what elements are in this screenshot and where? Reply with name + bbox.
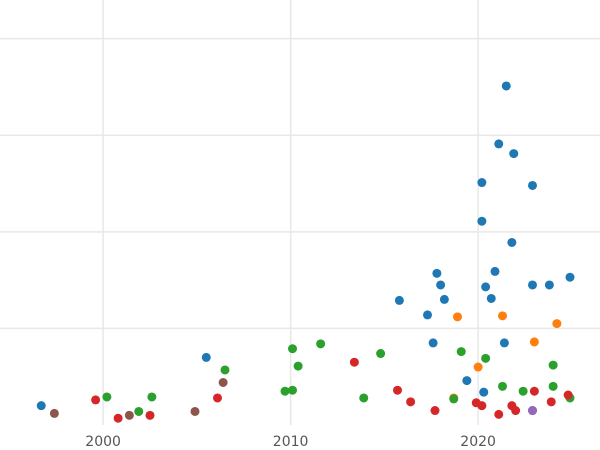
data-point bbox=[548, 360, 558, 370]
data-point bbox=[124, 410, 134, 420]
data-point bbox=[288, 344, 297, 354]
x-tick-label: 2010 bbox=[273, 434, 309, 450]
data-point bbox=[494, 409, 504, 419]
data-point bbox=[528, 280, 537, 290]
data-point bbox=[477, 216, 487, 226]
data-point bbox=[218, 378, 228, 387]
data-point bbox=[494, 139, 504, 149]
data-point bbox=[479, 387, 489, 397]
data-point bbox=[394, 295, 404, 305]
data-point bbox=[509, 149, 519, 159]
data-point bbox=[498, 381, 507, 391]
data-point bbox=[498, 311, 507, 321]
data-point bbox=[91, 395, 101, 405]
data-point bbox=[36, 401, 46, 411]
data-point bbox=[511, 406, 521, 416]
data-point bbox=[393, 385, 402, 395]
data-point bbox=[406, 397, 416, 407]
data-point bbox=[280, 386, 290, 396]
data-point bbox=[102, 392, 112, 402]
x-tick-label: 2000 bbox=[85, 434, 121, 450]
data-point bbox=[145, 410, 155, 420]
x-tick-label: 2020 bbox=[460, 434, 496, 450]
data-point bbox=[220, 365, 230, 375]
gridlines bbox=[0, 0, 600, 425]
data-point bbox=[477, 178, 487, 188]
data-point bbox=[293, 361, 303, 371]
data-point bbox=[501, 81, 511, 91]
data-point bbox=[423, 310, 432, 320]
data-point bbox=[518, 386, 528, 396]
data-point bbox=[449, 394, 459, 404]
data-point bbox=[528, 406, 537, 416]
data-point bbox=[430, 406, 440, 416]
data-point bbox=[359, 393, 369, 403]
data-point bbox=[134, 406, 144, 416]
x-axis-ticks: 2000 2010 2020 bbox=[85, 434, 496, 450]
data-point bbox=[548, 381, 558, 391]
data-point bbox=[213, 393, 222, 403]
data-point bbox=[432, 268, 442, 278]
data-point bbox=[563, 390, 573, 400]
data-point bbox=[456, 347, 466, 357]
data-point bbox=[113, 413, 123, 423]
data-point bbox=[201, 352, 211, 362]
data-point bbox=[439, 294, 449, 304]
data-points bbox=[36, 81, 575, 423]
data-point bbox=[147, 392, 157, 402]
data-point bbox=[546, 397, 556, 407]
data-point bbox=[473, 362, 483, 372]
data-point bbox=[490, 266, 500, 276]
data-point bbox=[477, 401, 487, 411]
data-point bbox=[436, 280, 446, 290]
data-point bbox=[376, 349, 386, 359]
data-point bbox=[462, 376, 472, 386]
data-point bbox=[565, 272, 575, 282]
data-point bbox=[499, 338, 509, 348]
data-point bbox=[481, 282, 491, 292]
data-point bbox=[190, 406, 200, 416]
data-point bbox=[507, 237, 517, 247]
data-point bbox=[453, 312, 462, 322]
data-point bbox=[316, 339, 326, 349]
data-point bbox=[544, 280, 554, 290]
data-point bbox=[288, 385, 297, 395]
data-point bbox=[486, 293, 496, 303]
data-point bbox=[349, 357, 359, 367]
data-point bbox=[552, 319, 562, 329]
data-point bbox=[529, 337, 539, 347]
data-point bbox=[428, 338, 438, 348]
data-point bbox=[529, 386, 539, 396]
data-point bbox=[481, 353, 491, 363]
data-point bbox=[49, 408, 59, 418]
data-point bbox=[528, 180, 537, 190]
